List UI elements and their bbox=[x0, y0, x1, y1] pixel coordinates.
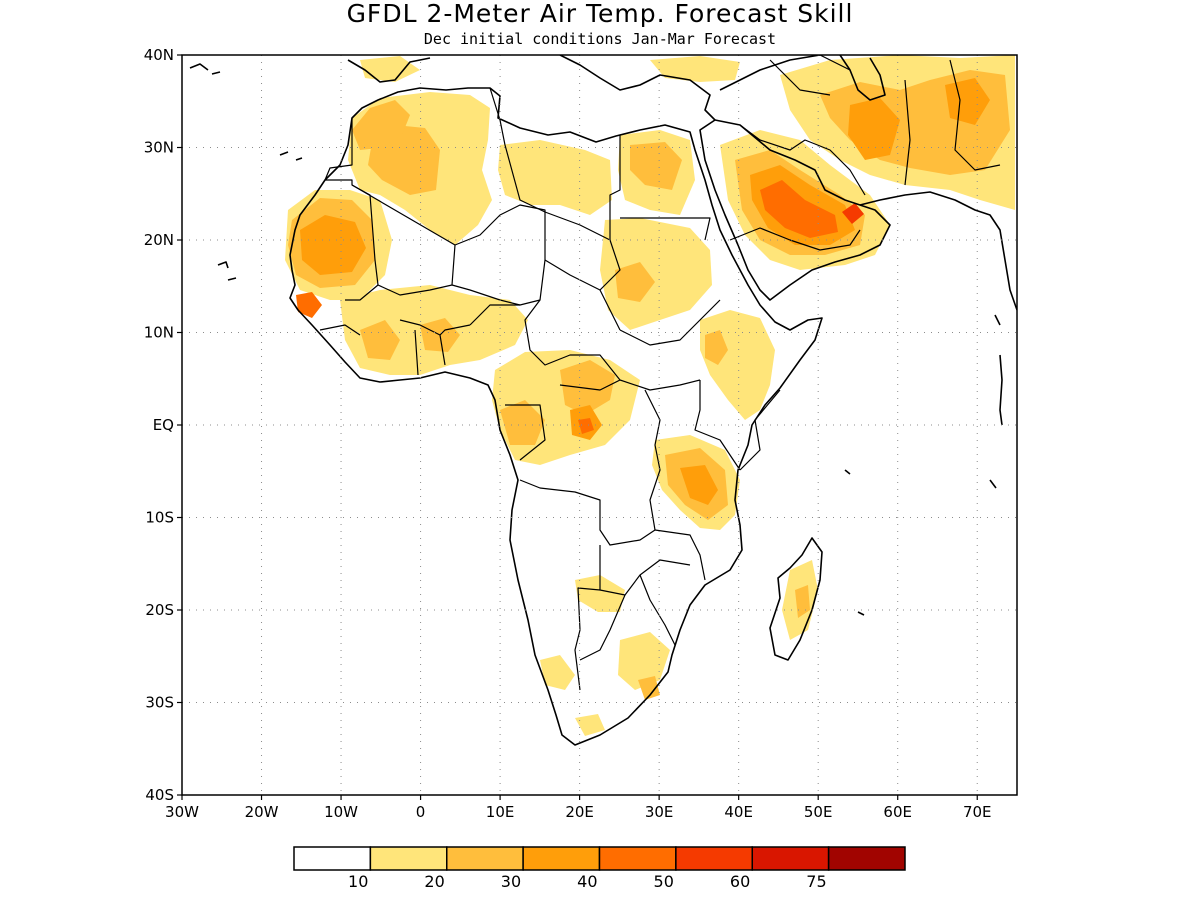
longitude-axis: 30W 20W 10W 0 10E 20E 30E 40E 50E 60E 70E bbox=[165, 795, 992, 821]
lon-tick-label: 40E bbox=[724, 803, 753, 821]
madagascar-coastline bbox=[769, 537, 823, 661]
lat-tick-label: 40S bbox=[145, 786, 174, 804]
asia-coastline bbox=[859, 191, 1017, 311]
lat-tick-label: 40N bbox=[144, 46, 174, 64]
colorbar-label: 30 bbox=[501, 872, 521, 891]
skill-area-south-africa-core bbox=[638, 676, 660, 700]
lon-tick-label: 30W bbox=[165, 803, 199, 821]
skill-area-turkey bbox=[650, 56, 740, 82]
lat-tick-label: 10N bbox=[144, 324, 174, 342]
colorbar-swatch bbox=[751, 846, 830, 871]
colorbar-label: 40 bbox=[577, 872, 597, 891]
coastlines bbox=[289, 55, 1017, 746]
skill-area-morocco bbox=[352, 100, 410, 150]
skill-area-egypt-core bbox=[630, 142, 682, 190]
skill-area-mauritania-core bbox=[300, 215, 366, 275]
skill-area-iran-core bbox=[848, 98, 900, 160]
colorbar-label: 75 bbox=[806, 872, 826, 891]
skill-area-gulf-guinea bbox=[360, 320, 400, 360]
skill-area-cape bbox=[575, 714, 605, 736]
lat-tick-label: EQ bbox=[153, 416, 174, 434]
lat-tick-label: 30S bbox=[145, 694, 174, 712]
skill-area-senegal bbox=[296, 292, 322, 318]
skill-area-congo-peak bbox=[578, 418, 594, 434]
lat-tick-label: 10S bbox=[145, 509, 174, 527]
colorbar-label: 50 bbox=[654, 872, 674, 891]
skill-shading bbox=[285, 55, 1015, 736]
colorbar-swatch bbox=[446, 846, 524, 871]
skill-area-mediterranean-north bbox=[360, 56, 420, 82]
colorbar-swatch bbox=[522, 846, 601, 871]
skill-area-libya bbox=[498, 140, 612, 215]
figure-subtitle: Dec initial conditions Jan-Mar Forecast bbox=[424, 30, 776, 48]
skill-area-ethiopia-core bbox=[705, 330, 728, 365]
colorbar-swatch bbox=[827, 846, 906, 871]
colorbar-label: 10 bbox=[348, 872, 368, 891]
skill-area-namibia bbox=[540, 655, 575, 690]
colorbar-label: 20 bbox=[424, 872, 444, 891]
lon-tick-label: 0 bbox=[416, 803, 426, 821]
lon-tick-label: 50E bbox=[804, 803, 833, 821]
skill-area-cameroon bbox=[560, 360, 615, 415]
map-area bbox=[182, 55, 1017, 795]
skill-area-sudan bbox=[600, 218, 712, 330]
colorbar-label: 60 bbox=[730, 872, 750, 891]
figure-title: GFDL 2-Meter Air Temp. Forecast Skill bbox=[347, 0, 854, 28]
lat-tick-label: 20N bbox=[144, 231, 174, 249]
colorbar-swatch bbox=[675, 846, 753, 871]
islands bbox=[189, 63, 1003, 616]
lon-tick-label: 20W bbox=[245, 803, 279, 821]
skill-area-gulf-peak bbox=[842, 203, 864, 224]
skill-area-tanzania-core bbox=[680, 465, 718, 505]
skill-area-afghanistan bbox=[945, 78, 990, 125]
lon-tick-label: 70E bbox=[963, 803, 992, 821]
colorbar: 10 20 30 40 50 60 75 bbox=[293, 846, 906, 891]
lon-tick-label: 10W bbox=[324, 803, 358, 821]
skill-area-congo bbox=[500, 400, 545, 445]
skill-area-sudan-core bbox=[615, 262, 655, 302]
skill-area-south-africa bbox=[618, 632, 670, 690]
colorbar-swatch bbox=[598, 846, 677, 871]
lat-lon-grid bbox=[182, 55, 1017, 795]
skill-area-ethiopia bbox=[700, 310, 775, 420]
colorbar-swatch bbox=[293, 846, 372, 871]
lon-tick-label: 30E bbox=[645, 803, 674, 821]
colorbar-swatch bbox=[369, 846, 448, 871]
latitude-axis: 40N 30N 20N 10N EQ 10S 20S 30S 40S bbox=[144, 46, 182, 804]
lon-tick-label: 60E bbox=[883, 803, 912, 821]
lon-tick-label: 20E bbox=[565, 803, 594, 821]
africa-coastline bbox=[289, 87, 823, 746]
skill-area-zambia bbox=[575, 575, 625, 612]
lat-tick-label: 30N bbox=[144, 139, 174, 157]
lon-tick-label: 10E bbox=[486, 803, 515, 821]
lat-tick-label: 20S bbox=[145, 601, 174, 619]
country-borders bbox=[319, 55, 1001, 691]
